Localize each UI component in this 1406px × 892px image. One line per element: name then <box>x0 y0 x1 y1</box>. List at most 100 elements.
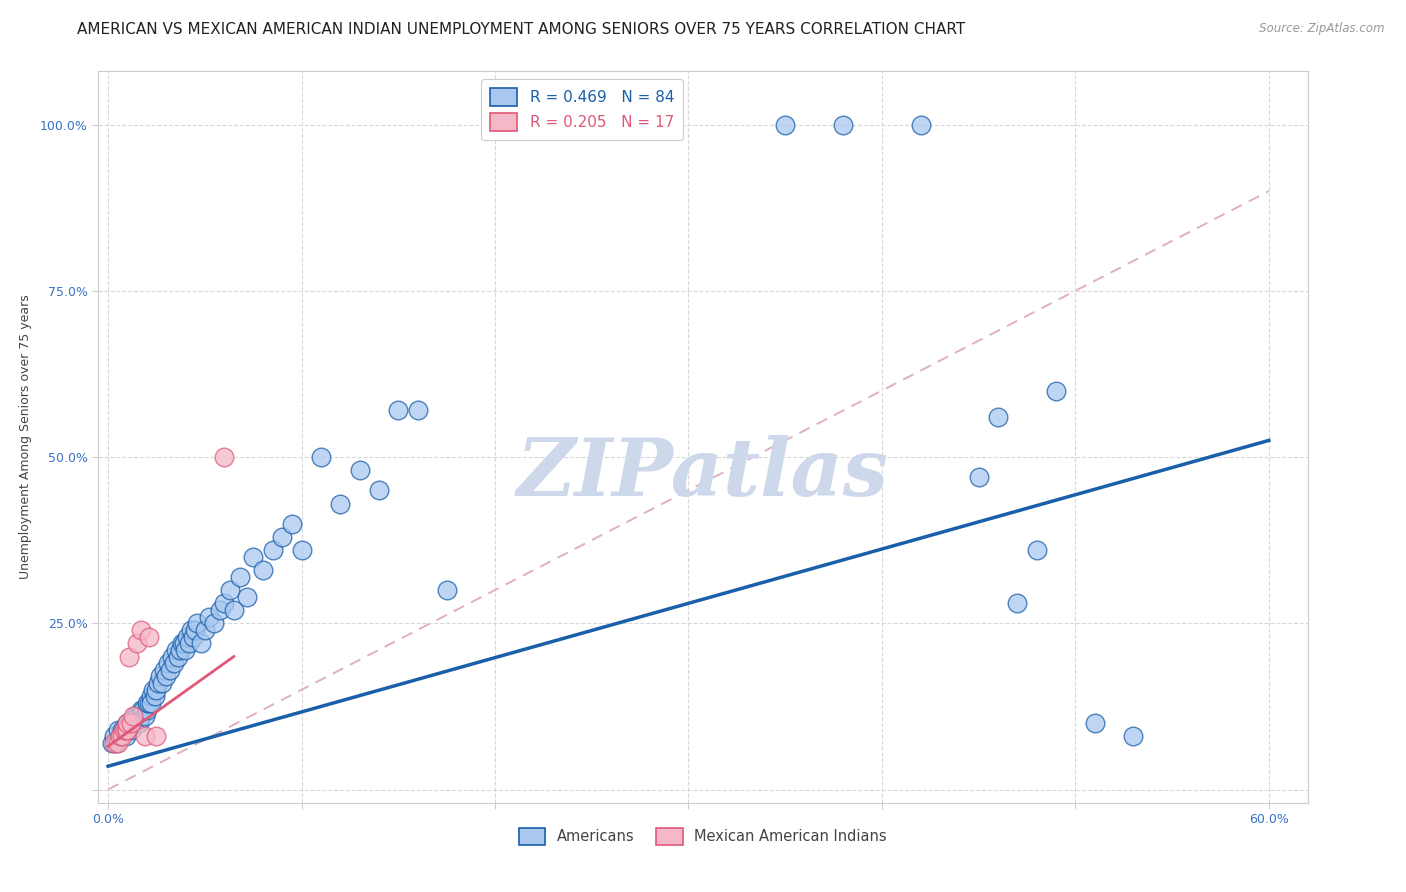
Point <box>139 696 162 710</box>
Point <box>1084 716 1107 731</box>
Point <box>138 696 160 710</box>
Text: ZIPatlas: ZIPatlas <box>517 435 889 512</box>
Point <box>174 643 197 657</box>
Point <box>166 649 188 664</box>
Point <box>143 690 166 704</box>
Point <box>139 690 162 704</box>
Point <box>170 636 193 650</box>
Point <box>368 483 391 498</box>
Point <box>107 723 129 737</box>
Point <box>773 118 796 132</box>
Point <box>135 703 157 717</box>
Point <box>242 549 264 564</box>
Y-axis label: Unemployment Among Seniors over 75 years: Unemployment Among Seniors over 75 years <box>18 294 32 580</box>
Point <box>104 736 127 750</box>
Point <box>127 716 149 731</box>
Point <box>103 729 125 743</box>
Point <box>112 723 135 737</box>
Point <box>134 709 156 723</box>
Point <box>1025 543 1047 558</box>
Point <box>209 603 232 617</box>
Point <box>124 709 146 723</box>
Point <box>406 403 429 417</box>
Point <box>197 609 219 624</box>
Point <box>150 676 173 690</box>
Point <box>181 630 204 644</box>
Point <box>129 623 152 637</box>
Text: AMERICAN VS MEXICAN AMERICAN INDIAN UNEMPLOYMENT AMONG SENIORS OVER 75 YEARS COR: AMERICAN VS MEXICAN AMERICAN INDIAN UNEM… <box>77 22 966 37</box>
Point <box>436 582 458 597</box>
Point <box>987 410 1010 425</box>
Point <box>910 118 932 132</box>
Point <box>145 729 167 743</box>
Point <box>165 643 187 657</box>
Point <box>117 723 139 737</box>
Point <box>222 603 245 617</box>
Point <box>111 729 134 743</box>
Point <box>252 563 274 577</box>
Point <box>967 470 990 484</box>
Point <box>173 636 195 650</box>
Point <box>134 729 156 743</box>
Point <box>832 118 855 132</box>
Point <box>194 623 217 637</box>
Point <box>157 656 180 670</box>
Point <box>128 716 150 731</box>
Point <box>190 636 212 650</box>
Point <box>219 582 242 597</box>
Point <box>1045 384 1067 398</box>
Point <box>120 716 142 731</box>
Point <box>176 630 198 644</box>
Point <box>117 716 139 731</box>
Point <box>184 623 207 637</box>
Point <box>262 543 284 558</box>
Point <box>179 636 201 650</box>
Point <box>101 736 124 750</box>
Point <box>349 463 371 477</box>
Point <box>212 596 235 610</box>
Point <box>281 516 304 531</box>
Point <box>145 682 167 697</box>
Point <box>160 649 183 664</box>
Point <box>112 723 135 737</box>
Point <box>153 663 176 677</box>
Point <box>186 616 208 631</box>
Point <box>1122 729 1144 743</box>
Point <box>107 736 129 750</box>
Point <box>180 623 202 637</box>
Legend: Americans, Mexican American Indians: Americans, Mexican American Indians <box>513 822 893 850</box>
Point <box>212 450 235 464</box>
Point <box>132 703 155 717</box>
Point <box>129 703 152 717</box>
Point <box>103 736 125 750</box>
Point <box>127 636 149 650</box>
Point <box>169 643 191 657</box>
Point <box>329 497 352 511</box>
Point <box>148 676 170 690</box>
Point <box>142 682 165 697</box>
Point <box>204 616 226 631</box>
Point <box>159 663 181 677</box>
Point <box>118 716 141 731</box>
Point <box>120 723 142 737</box>
Point <box>122 709 145 723</box>
Point <box>638 118 661 132</box>
Point <box>290 543 312 558</box>
Point <box>155 669 177 683</box>
Point <box>118 649 141 664</box>
Point <box>117 716 139 731</box>
Point <box>114 729 136 743</box>
Point <box>309 450 332 464</box>
Point <box>114 723 136 737</box>
Point <box>1007 596 1029 610</box>
Point <box>127 709 149 723</box>
Point <box>108 729 131 743</box>
Point <box>138 630 160 644</box>
Point <box>117 723 139 737</box>
Point <box>135 696 157 710</box>
Text: Source: ZipAtlas.com: Source: ZipAtlas.com <box>1260 22 1385 36</box>
Point <box>111 723 134 737</box>
Point <box>228 570 250 584</box>
Point <box>122 716 145 731</box>
Point <box>129 709 152 723</box>
